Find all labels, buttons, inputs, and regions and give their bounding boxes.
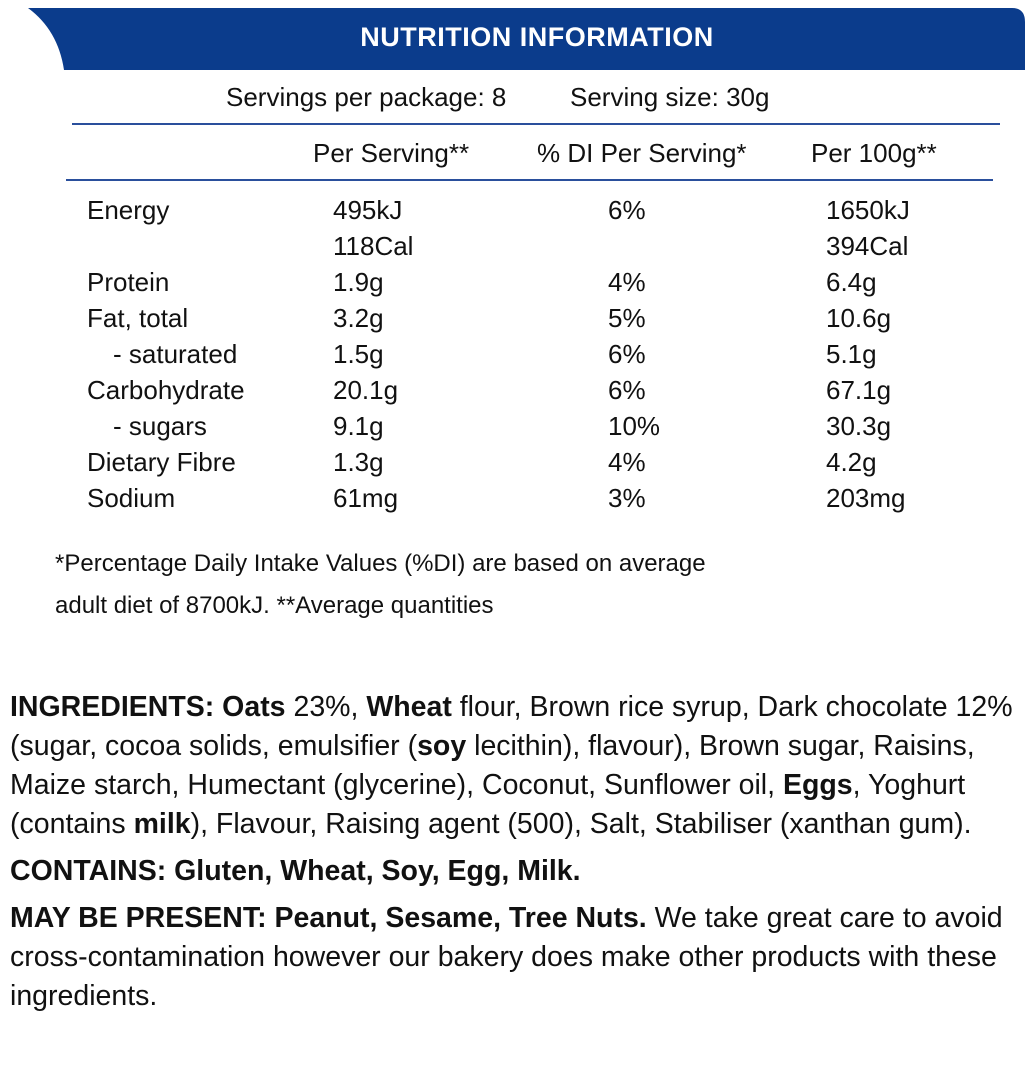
text: lecithin), flavour), Brown sugar, Raisin… (10, 730, 975, 801)
per-100g: 203mg (826, 483, 906, 513)
per-100g: 5.1g (826, 339, 877, 369)
per-serving: 20.1g (333, 375, 399, 405)
per-serving: 118Cal (333, 231, 414, 261)
bold-text: INGREDIENTS: Oats (10, 691, 286, 723)
bold-text: CONTAINS: Gluten, Wheat, Soy, Egg, Milk. (10, 855, 581, 887)
per-100g: 67.1g (826, 375, 892, 405)
di: 4% (608, 447, 646, 477)
column-header: Per 100g** (811, 138, 937, 168)
di: 6% (608, 339, 646, 369)
row-label: - saturated (113, 339, 238, 369)
text: flour, Brown rice syrup, Dark chocolate … (10, 691, 1013, 762)
per-100g: 394Cal (826, 231, 909, 261)
per-serving: 9.1g (333, 411, 384, 441)
row-label: - sugars (113, 411, 207, 441)
bold-text: Wheat (366, 691, 452, 723)
servings-per-package: Servings per package: 8 (226, 82, 507, 112)
bold-text: milk (133, 808, 191, 840)
per-100g: 30.3g (826, 411, 892, 441)
rule (72, 123, 1000, 125)
di: 5% (608, 303, 646, 333)
per-serving: 1.3g (333, 447, 384, 477)
serving-size: Serving size: 30g (570, 82, 770, 112)
bold-text: MAY BE PRESENT: Peanut, Sesame, Tree Nut… (10, 902, 647, 934)
bold-text: Eggs (782, 769, 853, 801)
di: 6% (608, 375, 646, 405)
footnote-line: *Percentage Daily Intake Values (%DI) ar… (55, 550, 706, 577)
row-label: Sodium (87, 483, 176, 513)
per-serving: 3.2g (333, 303, 384, 333)
paragraph: INGREDIENTS: Oats 23%, Wheat flour, Brow… (10, 688, 1020, 844)
text: ), Flavour, Raising agent (500), Salt, S… (190, 808, 972, 840)
bold-text: soy (417, 730, 467, 762)
text: 23%, (285, 691, 367, 723)
footnote-line: adult diet of 8700kJ. **Average quantiti… (55, 592, 494, 619)
row-label: Energy (87, 195, 170, 225)
column-header: % DI Per Serving* (537, 138, 747, 168)
row-label: Fat, total (87, 303, 189, 333)
ingredients: INGREDIENTS: Oats 23%, Wheat flour, Brow… (10, 688, 1020, 1024)
text: We take great care to avoid cross-contam… (10, 902, 1003, 1012)
header-band (28, 8, 1025, 70)
per-serving: 1.9g (333, 267, 384, 297)
per-100g: 10.6g (826, 303, 892, 333)
per-100g: 1650kJ (826, 195, 910, 225)
column-header: Per Serving** (313, 138, 470, 168)
per-serving: 495kJ (333, 195, 403, 225)
di: 4% (608, 267, 646, 297)
row-label: Protein (87, 267, 170, 297)
per-100g: 6.4g (826, 267, 877, 297)
row-label: Dietary Fibre (87, 447, 236, 477)
paragraph: MAY BE PRESENT: Peanut, Sesame, Tree Nut… (10, 899, 1020, 1016)
rule (66, 179, 993, 181)
per-serving: 1.5g (333, 339, 384, 369)
text: , Yoghurt (contains (10, 769, 966, 840)
title: NUTRITION INFORMATION (360, 22, 714, 52)
di: 3% (608, 483, 646, 513)
per-100g: 4.2g (826, 447, 877, 477)
per-serving: 61mg (333, 483, 399, 513)
di: 10% (608, 411, 661, 441)
paragraph: CONTAINS: Gluten, Wheat, Soy, Egg, Milk. (10, 852, 1020, 891)
di: 6% (608, 195, 646, 225)
row-label: Carbohydrate (87, 375, 245, 405)
